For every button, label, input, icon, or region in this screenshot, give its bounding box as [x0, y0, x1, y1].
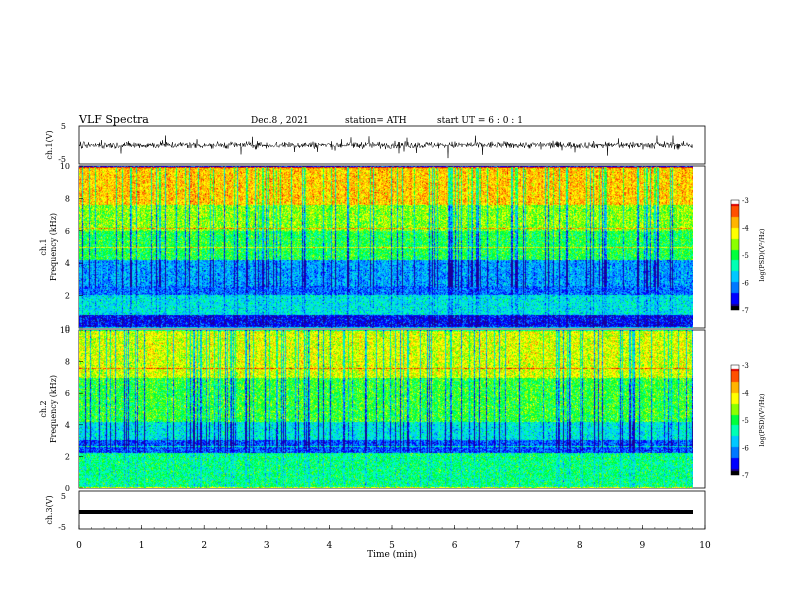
- y-tick-label: 2: [65, 292, 70, 301]
- ch2-spectrogram-title: ch.2: [39, 400, 48, 417]
- colorbar-tick-label: -5: [742, 417, 749, 425]
- y-tick-label: 0: [65, 324, 70, 333]
- ch2-spectrogram-image: [79, 330, 693, 488]
- ch1-ytick-bottom: -5: [58, 155, 66, 164]
- x-tick-label: 4: [327, 541, 333, 551]
- y-tick-label: 6: [65, 389, 70, 398]
- y-tick-label: 10: [60, 326, 70, 335]
- station-label: station= ATH: [345, 116, 407, 126]
- ch1-colorbar-label: log(PSD)(V²/Hz): [758, 228, 766, 281]
- ch2-spectrogram-ylabel: Frequency (kHz): [49, 375, 58, 443]
- colorbar-tick-label: -4: [742, 225, 749, 233]
- colorbar-tick-label: -7: [742, 307, 749, 315]
- colorbar-tick-label: -7: [742, 472, 749, 480]
- ch1-waveform-ylabel: ch.1(V): [45, 130, 54, 159]
- start-time-label: start UT = 6 : 0 : 1: [437, 116, 523, 126]
- x-tick-label: 8: [577, 541, 583, 551]
- figure-title: VLF Spectra: [78, 113, 149, 126]
- y-tick-label: 6: [65, 227, 70, 236]
- ch2-colorbar-frame: [730, 364, 740, 476]
- y-tick-label: 10: [60, 162, 70, 171]
- date-label: Dec.8 , 2021: [251, 116, 309, 126]
- x-tick-label: 1: [139, 541, 145, 551]
- colorbar-tick-label: -3: [742, 362, 749, 370]
- x-axis-label: Time (min): [367, 549, 417, 560]
- colorbar-tick-label: -4: [742, 390, 749, 398]
- y-tick-label: 8: [65, 358, 70, 367]
- colorbar-tick-label: -5: [742, 252, 749, 260]
- ch3-waveform-ylabel: ch.3(V): [45, 495, 54, 524]
- time-axis: 0 1 2 3 4 5 6 7 8 9 10: [76, 525, 711, 551]
- x-tick-label: 2: [201, 541, 207, 551]
- x-tick-label: 6: [452, 541, 458, 551]
- x-tick-label: 10: [699, 541, 711, 551]
- ch1-spectrogram-title: ch.1: [39, 238, 48, 255]
- ch2-colorbar-label: log(PSD)(V²/Hz): [758, 393, 766, 446]
- ch3-ytick-top: 5: [61, 492, 66, 501]
- ch2-colorbar: [731, 365, 739, 475]
- y-tick-label: 2: [65, 452, 70, 461]
- ch3-ytick-bottom: -5: [58, 523, 66, 532]
- ch3-waveform-panel: 5 -5 ch.3(V): [45, 490, 706, 532]
- x-tick-label: 5: [389, 541, 395, 551]
- colorbar-tick-label: -3: [742, 197, 749, 205]
- ch1-colorbar-frame: [730, 199, 740, 311]
- y-tick-label: 0: [65, 484, 70, 493]
- ch1-spectrogram-image: [79, 166, 693, 328]
- x-tick-label: 9: [640, 541, 646, 551]
- ch1-waveform-frame: [78, 125, 706, 165]
- y-tick-label: 4: [65, 421, 70, 430]
- ch1-waveform-line: [78, 135, 694, 159]
- x-tick-label: 7: [514, 541, 520, 551]
- ch1-colorbar: [731, 200, 739, 310]
- colorbar-tick-label: -6: [742, 280, 749, 288]
- y-tick-label: 8: [65, 194, 70, 203]
- ch1-ytick-top: 5: [61, 122, 66, 131]
- ch1-waveform-panel: 5 -5 ch.1(V): [45, 122, 706, 165]
- x-tick-label: 0: [76, 541, 82, 551]
- ch1-spectrogram-ylabel: Frequency (kHz): [49, 213, 58, 281]
- x-tick-label: 3: [264, 541, 270, 551]
- y-tick-label: 4: [65, 259, 70, 268]
- colorbar-tick-label: -6: [742, 445, 749, 453]
